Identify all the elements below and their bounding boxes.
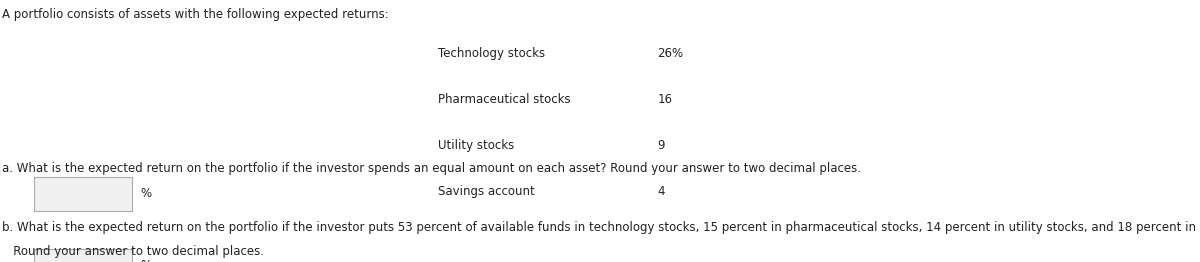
Text: a. What is the expected return on the portfolio if the investor spends an equal : a. What is the expected return on the po… [2, 162, 862, 176]
Text: Utility stocks: Utility stocks [438, 139, 515, 152]
Text: 26%: 26% [658, 47, 684, 60]
Text: 9: 9 [658, 139, 665, 152]
Text: Pharmaceutical stocks: Pharmaceutical stocks [438, 93, 571, 106]
Text: %: % [140, 187, 151, 200]
Text: Savings account: Savings account [438, 185, 535, 198]
Text: A portfolio consists of assets with the following expected returns:: A portfolio consists of assets with the … [2, 8, 389, 21]
Text: b. What is the expected return on the portfolio if the investor puts 53 percent : b. What is the expected return on the po… [2, 221, 1200, 234]
Text: 4: 4 [658, 185, 665, 198]
Text: 16: 16 [658, 93, 673, 106]
Text: %: % [140, 259, 151, 262]
Text: Technology stocks: Technology stocks [438, 47, 545, 60]
Text: Round your answer to two decimal places.: Round your answer to two decimal places. [2, 245, 264, 258]
